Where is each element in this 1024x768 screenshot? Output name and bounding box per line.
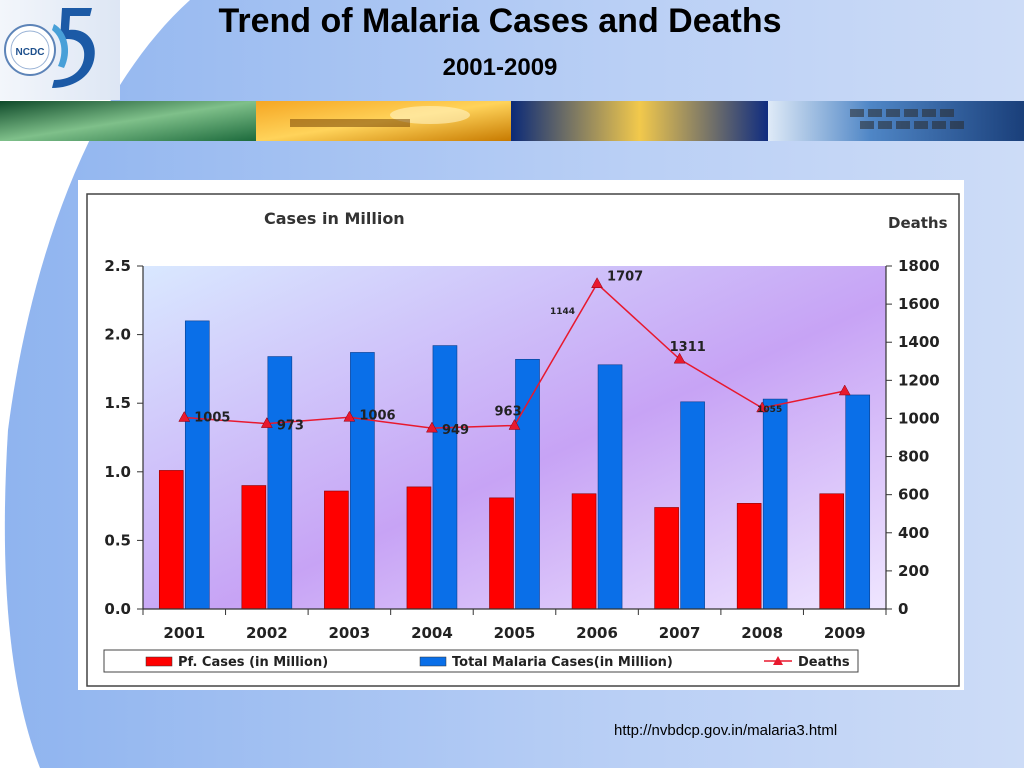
- right-tick-label: 1400: [898, 333, 940, 351]
- legend-label-1: Total Malaria Cases(in Million): [452, 655, 673, 670]
- left-tick-label: 1.0: [104, 463, 131, 481]
- slide-title: Trend of Malaria Cases and Deaths: [218, 2, 782, 40]
- deaths-point-2009: [838, 384, 851, 396]
- bar-total-2006: [597, 364, 623, 610]
- bar-total-2008: [762, 398, 788, 610]
- deaths-label-2001: 1005: [194, 410, 230, 425]
- legend-box: [103, 649, 859, 673]
- deaths-label-2007: 1311: [670, 340, 706, 355]
- ncdc-logo: NCDC: [4, 8, 95, 88]
- left-tick-label: 0.5: [104, 531, 131, 549]
- slide-subtitle: 2001-2009: [442, 54, 558, 81]
- left-tick-label: 2.0: [104, 326, 131, 344]
- deaths-label-2002: 973: [277, 419, 304, 434]
- bar-pf-2008: [736, 503, 762, 610]
- x-tick-label: 2008: [741, 624, 783, 642]
- x-tick-label: 2001: [163, 624, 205, 642]
- deaths-label-2006: 1707: [607, 270, 643, 285]
- source-url: http://nvbdcp.gov.in/malaria3.html: [614, 722, 838, 739]
- right-tick-label: 800: [898, 448, 929, 466]
- right-tick-label: 200: [898, 562, 929, 580]
- bar-total-2007: [680, 401, 705, 610]
- bar-total-2003: [350, 352, 375, 610]
- bar-total-2002: [267, 356, 293, 610]
- bar-total-2005: [515, 358, 540, 610]
- right-tick-label: 1000: [898, 409, 940, 427]
- left-axis-title: Cases in Million: [264, 209, 405, 228]
- bar-pf-2001: [158, 470, 184, 610]
- right-tick-label: 600: [898, 486, 929, 504]
- right-tick-label: 1600: [898, 295, 940, 313]
- x-tick-label: 2003: [329, 624, 371, 642]
- left-tick-label: 1.5: [104, 394, 131, 412]
- deaths-label-2009: 1144: [550, 307, 575, 317]
- deaths-point-2008: [756, 401, 769, 413]
- right-tick-label: 1800: [898, 257, 940, 275]
- deaths-point-2001: [178, 410, 191, 422]
- photo-banner: [0, 101, 1024, 141]
- right-tick-label: 0: [898, 600, 908, 618]
- bar-pf-2004: [406, 486, 432, 610]
- bar-pf-2009: [819, 493, 845, 610]
- legend-label-2: Deaths: [798, 655, 850, 670]
- deaths-point-2007: [673, 352, 686, 364]
- chart-panel: Cases in Million Deaths 2001 2002 2003 2004…: [78, 180, 964, 690]
- bar-pf-2003: [324, 490, 349, 610]
- deaths-point-2003: [343, 410, 356, 422]
- chart-svg: Cases in Million Deaths 2001 2002 2003 2004…: [86, 193, 960, 687]
- deaths-point-2002: [260, 417, 273, 428]
- left-tick-label: 2.5: [104, 257, 131, 275]
- legend-swatch-1: [419, 656, 447, 667]
- right-tick-label: 1200: [898, 371, 940, 389]
- legend-label-0: Pf. Cases (in Million): [178, 655, 328, 670]
- bar-pf-2002: [241, 485, 267, 610]
- deaths-label-2004: 949: [442, 423, 469, 438]
- bar-total-2001: [184, 320, 210, 610]
- x-tick-label: 2007: [659, 624, 701, 642]
- x-tick-label: 2002: [246, 624, 288, 642]
- left-tick-label: 0.0: [104, 600, 131, 618]
- legend-marker-2: [773, 656, 783, 665]
- x-tick-label: 2005: [494, 624, 536, 642]
- deaths-label-2008: 1055: [757, 405, 782, 415]
- x-tick-label: 2009: [824, 624, 866, 642]
- right-tick-label: 400: [898, 524, 929, 542]
- bar-pf-2005: [489, 497, 514, 610]
- right-axis-title: Deaths: [888, 214, 948, 232]
- plot-area: [143, 266, 886, 609]
- deaths-label-2005: 963: [495, 404, 522, 419]
- deaths-point-2005: [508, 418, 521, 430]
- deaths-point-2004: [426, 421, 438, 433]
- deaths-point-2006: [591, 277, 603, 288]
- x-tick-label: 2006: [576, 624, 618, 642]
- bar-pf-2007: [654, 507, 679, 610]
- bar-total-2004: [432, 345, 458, 610]
- x-tick-label: 2004: [411, 624, 453, 642]
- logo-text: NCDC: [16, 47, 45, 58]
- bar-pf-2006: [571, 493, 597, 610]
- bar-total-2009: [845, 394, 871, 610]
- deaths-label-2003: 1006: [359, 408, 395, 423]
- legend-swatch-0: [145, 656, 173, 667]
